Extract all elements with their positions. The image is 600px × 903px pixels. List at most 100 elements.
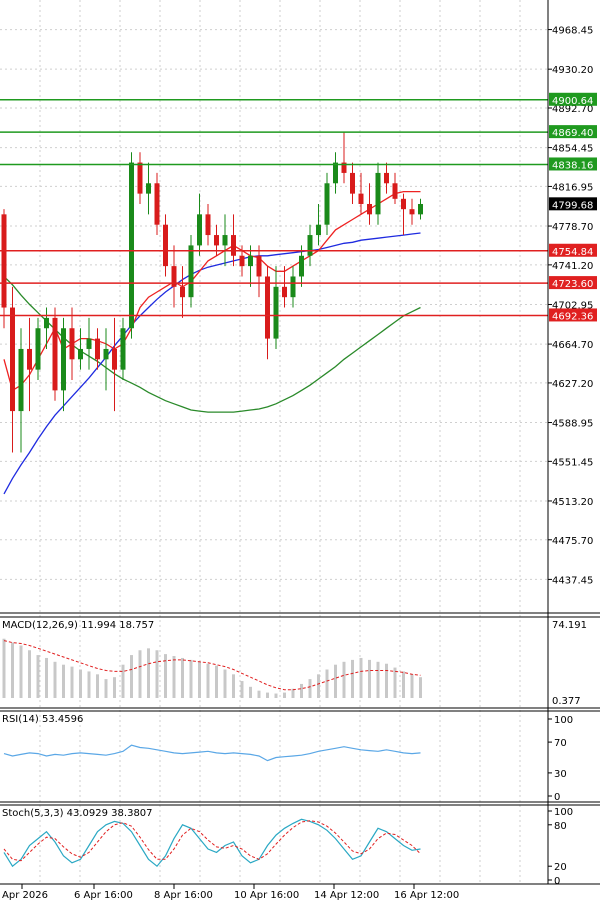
candle-body: [375, 172, 381, 215]
level-label-box: [549, 276, 597, 290]
rsi-tick-label: 100: [554, 715, 573, 726]
candle-body: [409, 209, 415, 215]
macd-bar: [325, 669, 329, 698]
macd-bar: [410, 674, 414, 698]
macd-signal-line: [3, 640, 421, 691]
candle-body: [44, 317, 49, 329]
time-label: 10 Apr 16:00: [234, 890, 299, 901]
candle-body: [401, 198, 406, 210]
level-label-box: [549, 157, 597, 171]
stoch-tick-label: 0: [554, 876, 560, 887]
macd-tick-label: 0.377: [552, 696, 581, 707]
candle-body: [35, 328, 41, 370]
candle-body: [316, 224, 321, 236]
time-label: 14 Apr 12:00: [314, 890, 379, 901]
candle-body: [239, 255, 245, 267]
macd-bar: [138, 650, 142, 698]
current-price-box: [549, 197, 597, 211]
candle-body: [120, 328, 126, 370]
macd-bar: [283, 692, 286, 698]
macd-bar: [274, 693, 278, 698]
candle-body: [171, 266, 177, 287]
candle-body: [1, 214, 7, 308]
price-tick-label: 4551.45: [552, 457, 593, 468]
macd-bar: [70, 666, 74, 698]
candle-body: [367, 203, 372, 215]
level-label-box: [549, 125, 597, 139]
price-tick-label: 4513.20: [552, 497, 593, 508]
macd-bar: [419, 677, 422, 698]
macd-tick-label: 74.191: [552, 620, 587, 631]
price-tick-label: 4968.45: [552, 26, 593, 37]
candle-body: [299, 255, 304, 277]
candle-body: [154, 183, 160, 225]
macd-bar: [104, 679, 108, 698]
candle-body: [146, 183, 151, 194]
candle-body: [112, 348, 117, 370]
candle-body: [163, 224, 168, 267]
candle-body: [137, 162, 143, 194]
time-axis: Apr 2026 6 Apr 16:00 8 Apr 16:00 10 Apr 16:…: [2, 884, 459, 901]
macd-bar: [215, 665, 218, 698]
macd-bar: [359, 657, 363, 698]
macd-bar: [351, 659, 354, 698]
stoch-title: Stoch(5,3,3) 43.0929 38.3807: [2, 808, 153, 819]
candle-body: [324, 183, 330, 225]
macd-bar: [53, 661, 57, 698]
candle-body: [358, 193, 364, 204]
macd-bar: [300, 683, 303, 698]
candle-body: [290, 276, 296, 298]
candle-body: [205, 214, 211, 236]
candle-body: [282, 286, 287, 298]
price-tick-label: 4588.95: [552, 419, 593, 430]
candle-body: [273, 286, 279, 339]
macd-bar: [147, 648, 150, 698]
price-tick-label: 4892.70: [552, 104, 593, 115]
candle-body: [86, 338, 92, 349]
macd-bar: [45, 657, 48, 698]
candle-body: [103, 348, 109, 360]
chart-grid: [0, 0, 548, 884]
candle-body: [248, 255, 253, 267]
candle-body: [265, 276, 270, 339]
time-label: 8 Apr 16:00: [154, 890, 213, 901]
macd-bar: [130, 655, 133, 698]
level-label-box: [549, 92, 597, 106]
candle-body: [341, 162, 347, 173]
candle-body: [18, 348, 24, 412]
time-label: Apr 2026: [2, 890, 48, 901]
price-tick-label: 4437.45: [552, 575, 593, 586]
candle-body: [384, 172, 389, 184]
macd-bar: [36, 655, 40, 698]
price-tick-label: 4475.70: [552, 536, 593, 547]
time-label: 16 Apr 12:00: [394, 890, 459, 901]
macd-panel: MACD(12,26,9) 11.994 18.757 74.191 0.377: [2, 620, 587, 707]
candle-body: [27, 348, 32, 370]
level-label: 4692.36: [552, 311, 593, 322]
level-label: 4838.16: [552, 160, 593, 171]
candle-body: [69, 328, 75, 360]
ma-mid-line: [3, 232, 421, 495]
price-tick-label: 4778.70: [552, 222, 593, 233]
candle-body: [231, 235, 236, 256]
macd-bar: [164, 654, 167, 698]
price-tick-label: 4930.20: [552, 65, 593, 76]
rsi-title: RSI(14) 53.4596: [2, 714, 83, 725]
rsi-tick-label: 30: [554, 769, 567, 780]
level-label: 4723.60: [552, 279, 593, 290]
macd-bar: [189, 659, 193, 698]
macd-bar: [96, 674, 99, 698]
candle-body: [333, 162, 338, 184]
candle-body: [52, 317, 58, 391]
macd-bar: [79, 669, 82, 698]
macd-bar: [2, 638, 6, 698]
price-tick-label: 4627.20: [552, 379, 593, 390]
candle-body: [61, 328, 66, 391]
macd-bar: [198, 661, 201, 698]
stoch-k-line: [3, 818, 421, 868]
macd-bar: [11, 642, 14, 698]
candle-body: [214, 235, 219, 246]
macd-bar: [308, 679, 312, 698]
